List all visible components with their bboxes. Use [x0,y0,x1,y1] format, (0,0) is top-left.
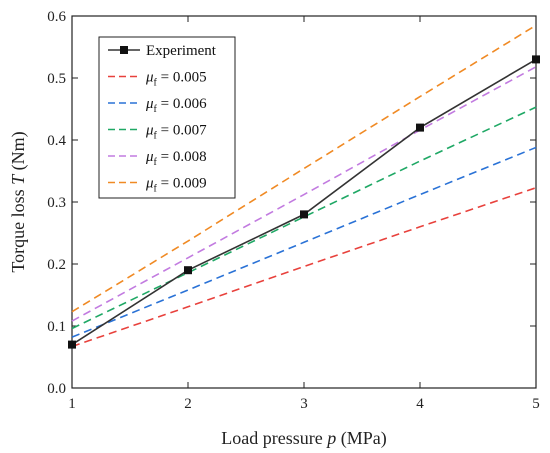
series-line [71,66,537,322]
legend-items: Experiment μf = 0.005 μf = 0.006 μf = 0.007… [108,43,217,195]
data-point [300,210,308,219]
y-axis-title: Torque loss T (Nm) [8,131,29,272]
data-point [68,340,76,349]
x-axis-title: Load pressure p (MPa) [221,428,386,449]
series-line [71,186,537,348]
legend-label: μf = 0.006 [145,96,207,115]
x-tick-label: 4 [416,396,424,412]
legend-label: μf = 0.005 [145,70,207,89]
y-tick-label: 0.2 [47,257,66,273]
y-tick-label: 0.3 [47,195,66,211]
x-tick-label: 1 [68,396,76,412]
y-tick-label: 0.1 [47,319,66,335]
y-tick-label: 0.4 [47,133,66,149]
x-tick-label: 3 [300,396,308,412]
legend-label: Experiment [146,43,217,59]
series-line [71,146,537,338]
y-tick-label: 0.6 [47,9,66,25]
series-line [71,106,537,330]
legend-label: μf = 0.009 [145,176,207,195]
legend-label: μf = 0.008 [145,149,207,168]
data-point [532,55,540,64]
series-layer [68,24,540,349]
data-point [416,123,424,132]
x-ticks: 1 2 3 4 5 [68,16,540,412]
legend: Experiment μf = 0.005 μf = 0.006 μf = 0.007… [98,36,236,199]
y-ticks: 0.0 0.1 0.2 0.3 0.4 0.5 0.6 [47,9,536,397]
legend-box [98,36,236,199]
y-tick-label: 0.5 [47,71,66,87]
legend-label: μf = 0.007 [145,123,207,142]
data-point [184,266,192,275]
y-tick-label: 0.0 [47,381,66,397]
x-tick-label: 2 [184,396,192,412]
x-tick-label: 5 [532,396,540,412]
legend-marker [120,46,128,54]
